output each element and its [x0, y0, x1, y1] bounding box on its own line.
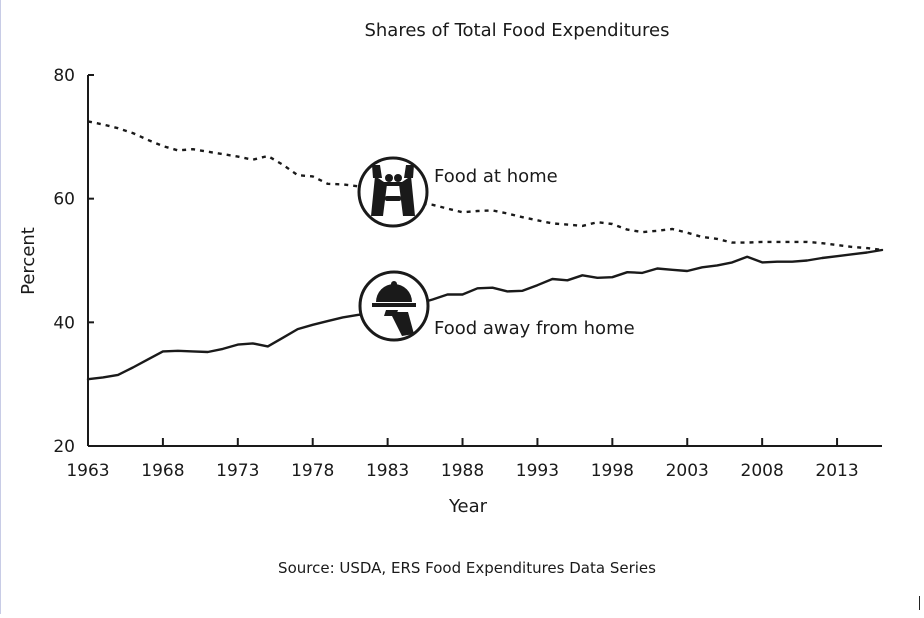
x-axis-title: Year [448, 496, 488, 517]
corner-mark [919, 596, 920, 610]
y-tick-label: 40 [53, 313, 75, 333]
series-line-food-at-home [87, 120, 883, 252]
cloche-waiter-icon [358, 270, 430, 342]
chart-title: Shares of Total Food Expenditures [364, 20, 669, 41]
x-tick-label: 2013 [815, 461, 858, 481]
y-axis: 20 40 60 80 [53, 66, 94, 457]
x-tick-label: 1993 [516, 461, 559, 481]
series-line-food-away-from-home [86, 248, 884, 381]
y-tick-label: 20 [53, 437, 75, 457]
x-tick-label: 1963 [66, 461, 109, 481]
y-tick-label: 80 [53, 66, 75, 86]
series-label-food-away-from-home: Food away from home [434, 318, 635, 339]
x-tick-label: 1968 [141, 461, 184, 481]
serving-tray-icon [357, 156, 429, 228]
series-layer [86, 120, 884, 381]
x-tick-label: 2003 [666, 461, 709, 481]
x-tick-label: 1988 [441, 461, 484, 481]
x-tick-label: 2008 [741, 461, 784, 481]
source-note: Source: USDA, ERS Food Expenditures Data… [278, 559, 656, 577]
series-label-food-at-home: Food at home [434, 166, 558, 187]
x-tick-label: 1998 [591, 461, 634, 481]
y-tick-label: 60 [53, 190, 75, 210]
x-axis: 1963 1968 1973 1978 1983 1988 1993 1998 2003 2008… [66, 438, 882, 481]
x-tick-label: 1973 [216, 461, 259, 481]
y-axis-title: Percent [18, 227, 39, 295]
x-tick-label: 1983 [366, 461, 409, 481]
left-border [0, 0, 1, 614]
x-tick-label: 1978 [291, 461, 334, 481]
